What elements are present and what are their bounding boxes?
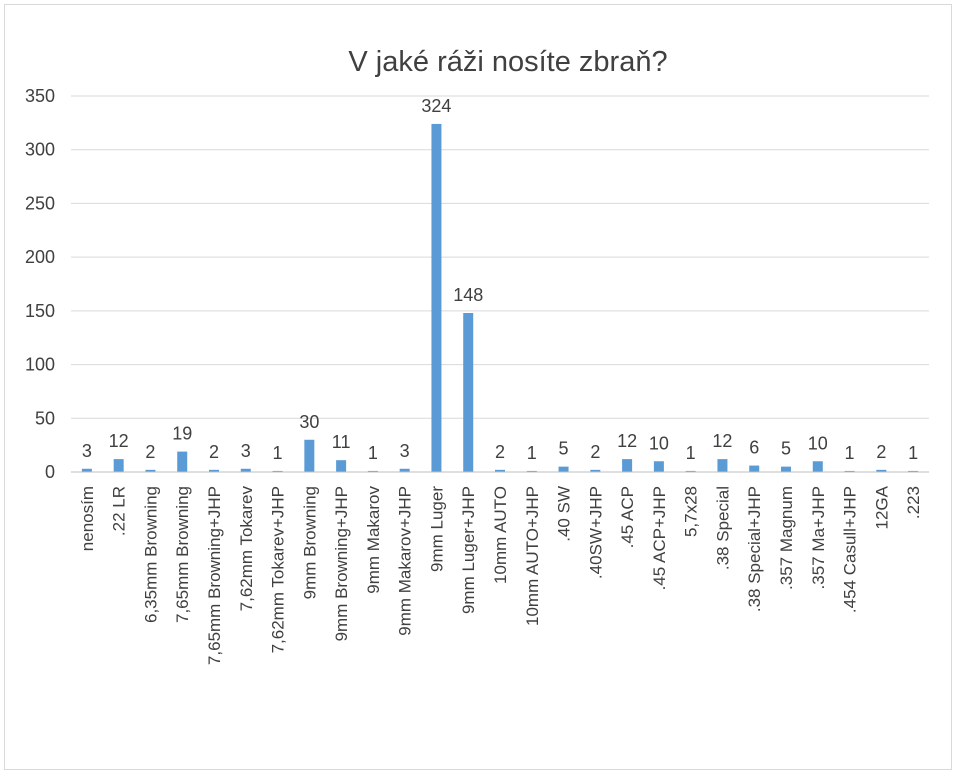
x-tick-label: 9mm Browning+JHP (332, 486, 351, 641)
x-tick-label: 7,62mm Tokarev (237, 486, 256, 612)
data-label: 1 (908, 443, 918, 463)
bars (81, 123, 919, 472)
chart-title: V jaké ráži nosíte zbraň? (348, 46, 667, 78)
x-tick-label: 10mm AUTO+JHP (523, 486, 542, 626)
data-label: 2 (209, 442, 219, 462)
x-tick-label: 9mm Makarov (364, 486, 383, 594)
x-tick-label: .40 SW (555, 486, 574, 542)
bar (781, 466, 791, 472)
bar (81, 468, 92, 472)
x-tick-label: 9mm Makarov+JHP (396, 486, 415, 636)
data-label: 148 (453, 285, 483, 305)
data-label: 1 (273, 443, 283, 463)
x-tick-label: .45 ACP (618, 486, 637, 548)
data-label: 10 (808, 433, 828, 453)
x-tick-label: 9mm Browning (300, 486, 319, 599)
bar (145, 469, 156, 472)
y-tick-label: 0 (45, 462, 55, 482)
bar (876, 469, 887, 472)
data-label: 2 (145, 442, 155, 462)
x-tick-label: 7,62mm Tokarev+JHP (269, 486, 288, 653)
bar (749, 465, 760, 472)
bar-chart: V jaké ráži nosíte zbraň? 05010015020025… (25, 46, 929, 665)
bar (844, 470, 855, 472)
bar (240, 468, 251, 472)
x-axis-ticks: nenosím .22 LR 6,35mm Browning 7,65mm Brown… (78, 485, 923, 665)
y-tick-label: 50 (35, 408, 55, 428)
bar (177, 451, 188, 472)
y-axis-ticks: 0 50 100 150 200 250 300 350 (25, 86, 55, 482)
x-tick-label: .357 Magnum (777, 486, 796, 590)
x-tick-label: 6,35mm Browning (141, 486, 160, 623)
x-tick-label: 7,65mm Browning+JHP (205, 486, 224, 665)
x-tick-label: .454 Casull+JHP (841, 486, 860, 613)
data-label: 11 (332, 432, 351, 452)
y-tick-label: 200 (25, 247, 55, 267)
data-label: 2 (876, 442, 886, 462)
chart-frame: V jaké ráži nosíte zbraň? 0 50 100 150 200 25… (4, 4, 952, 770)
bar (526, 470, 537, 472)
x-tick-label: .223 (904, 486, 923, 519)
y-tick-label: 250 (25, 193, 55, 213)
x-tick-label: nenosím (78, 486, 97, 551)
y-tick-label: 300 (25, 140, 55, 160)
bar (717, 459, 728, 472)
bar (685, 470, 696, 472)
x-tick-label: 12GA (872, 485, 891, 529)
x-tick-label: 5,7x28 (682, 486, 701, 537)
y-tick-label: 350 (25, 86, 55, 106)
bar (558, 466, 569, 472)
data-label: 1 (527, 443, 537, 463)
bar (812, 461, 823, 472)
y-tick-label: 100 (25, 355, 55, 375)
x-tick-label: .40SW+JHP (586, 486, 605, 579)
bar (653, 461, 664, 472)
x-tick-label: .38 Special (713, 486, 732, 570)
bar (399, 468, 410, 472)
x-tick-label: .357 Ma+JHP (809, 486, 828, 589)
bar (336, 460, 347, 472)
x-tick-label: 10mm AUTO (491, 486, 510, 584)
bar (209, 469, 219, 472)
data-label: 5 (781, 439, 791, 459)
bar (590, 469, 601, 472)
data-label: 12 (617, 431, 637, 451)
bar (463, 313, 474, 472)
data-label: 324 (421, 96, 451, 116)
bar (304, 439, 315, 472)
data-label: 19 (172, 424, 192, 444)
data-label: 12 (712, 431, 732, 451)
bar (431, 123, 442, 472)
data-label: 2 (590, 442, 600, 462)
bar (272, 470, 283, 472)
y-tick-label: 150 (25, 301, 55, 321)
x-tick-label: .38 Special+JHP (745, 486, 764, 612)
data-label: 6 (749, 438, 759, 458)
x-tick-label: .22 LR (110, 486, 129, 536)
bar (113, 459, 124, 472)
x-tick-label: 7,65mm Browning (173, 486, 192, 623)
gridlines (71, 95, 929, 419)
data-label: 3 (241, 441, 251, 461)
x-tick-label: 9mm Luger+JHP (459, 486, 478, 614)
bar (495, 469, 505, 472)
data-label: 12 (109, 431, 129, 451)
data-label: 1 (368, 443, 378, 463)
data-label: 3 (82, 441, 92, 461)
x-tick-label: .45 ACP+JHP (650, 486, 669, 590)
data-label: 3 (400, 441, 410, 461)
bar (622, 459, 633, 472)
data-label: 2 (495, 442, 505, 462)
x-tick-label: 9mm Luger (427, 486, 446, 572)
data-label: 1 (845, 443, 855, 463)
bar (367, 470, 378, 472)
data-label: 1 (686, 443, 696, 463)
bar (908, 470, 919, 472)
data-label: 30 (299, 412, 319, 432)
data-label: 10 (649, 433, 669, 453)
data-label: 5 (559, 439, 569, 459)
